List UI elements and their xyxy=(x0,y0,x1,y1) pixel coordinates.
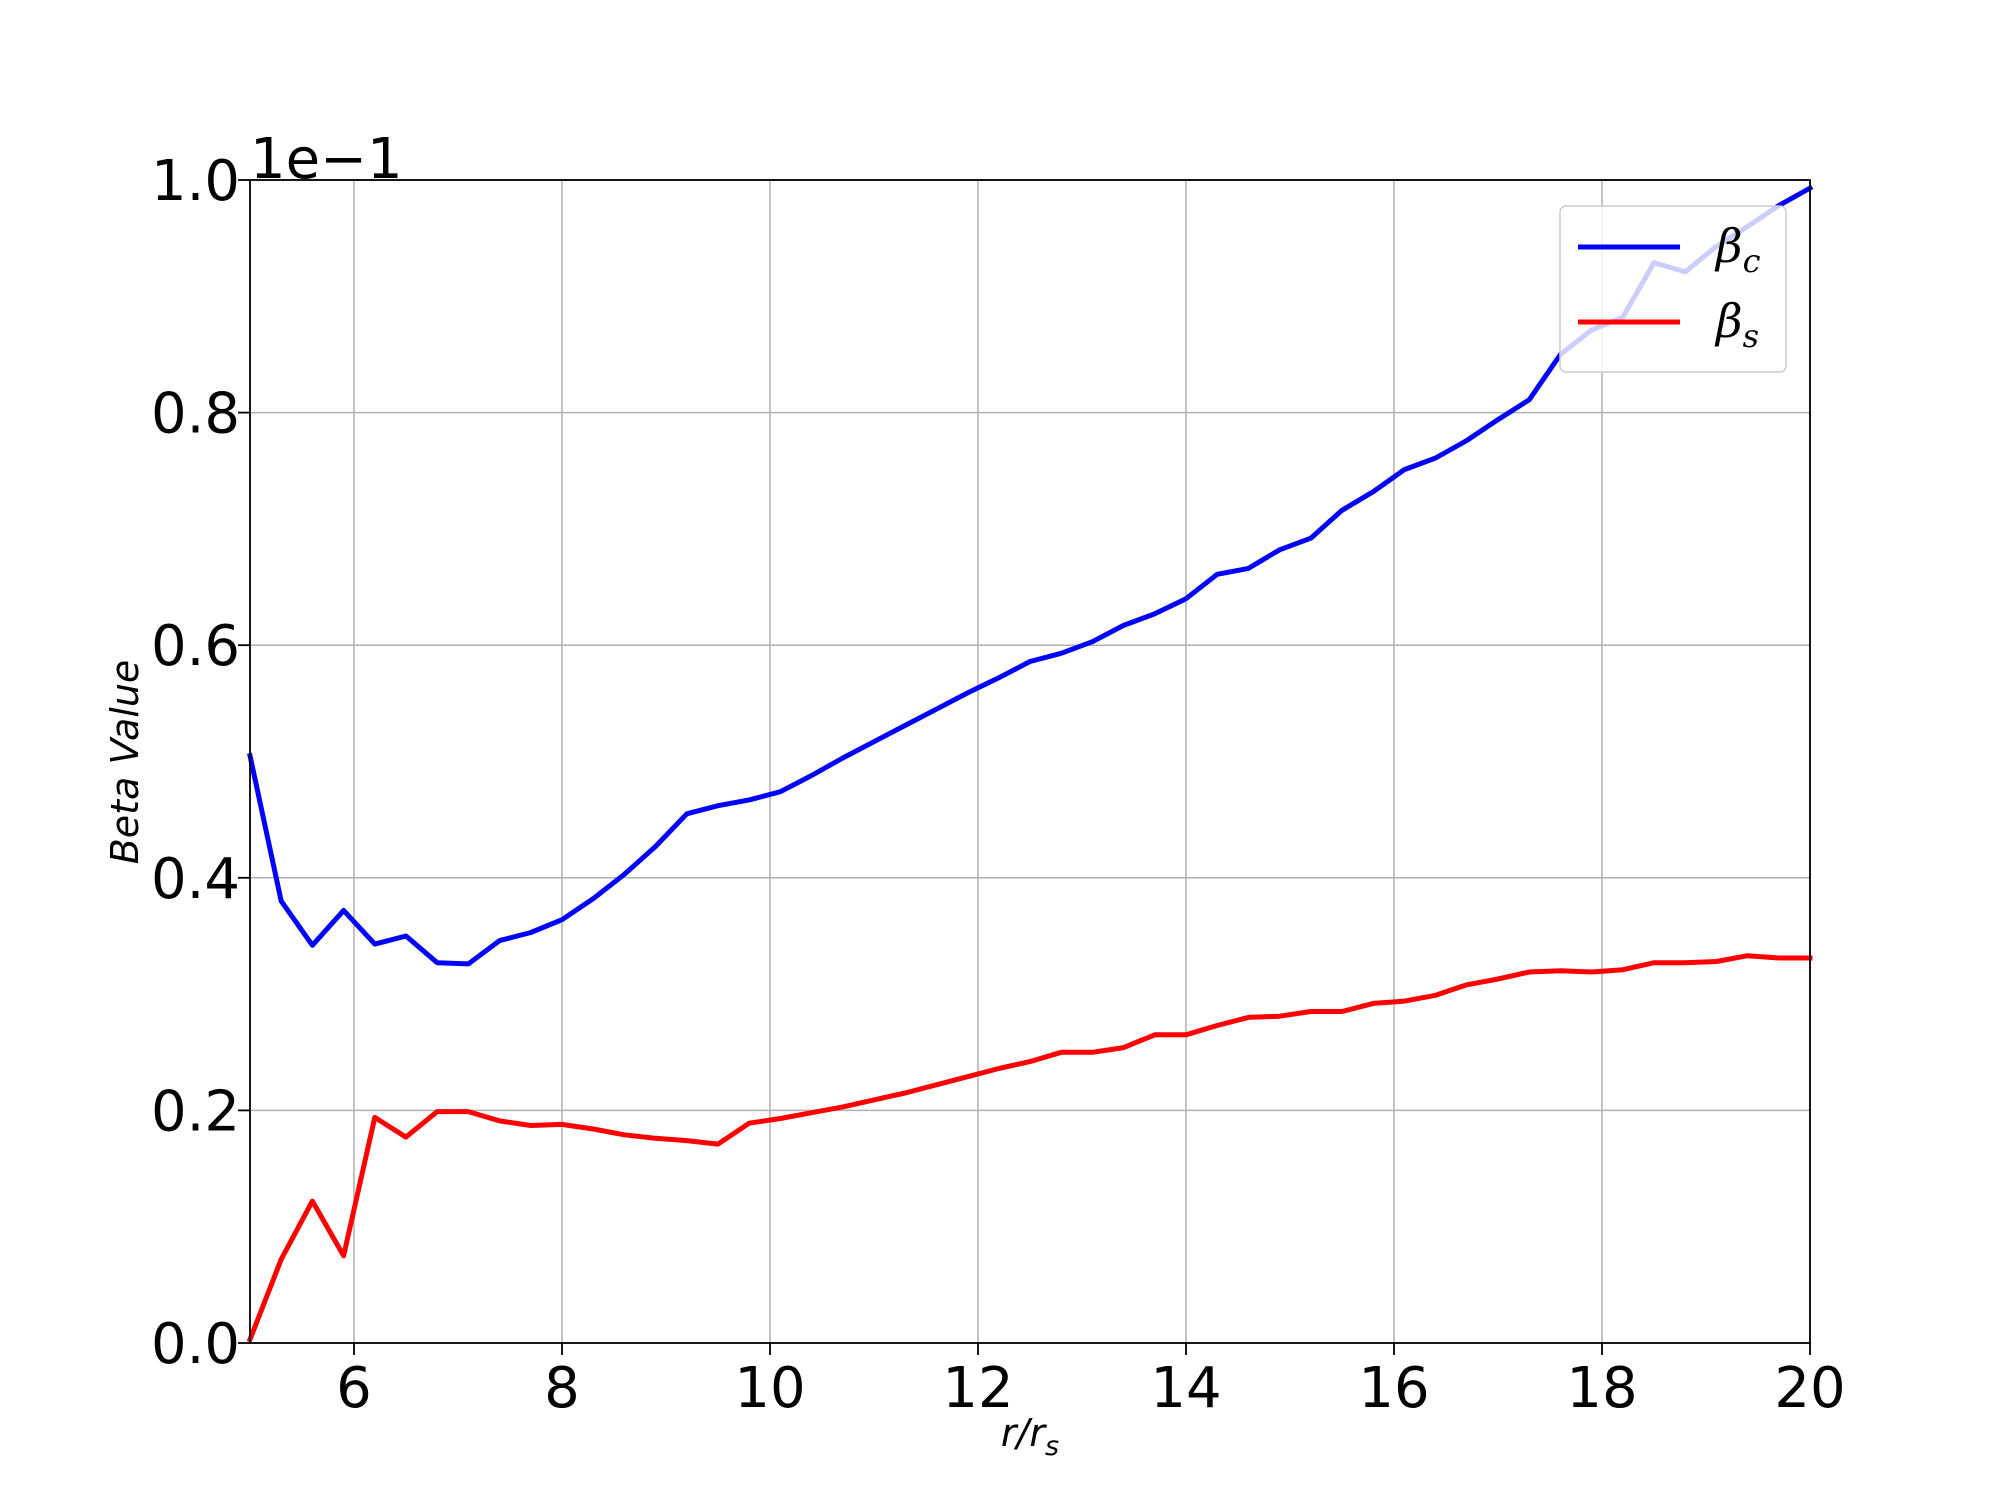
y-tick-label: 0.0 xyxy=(151,1312,240,1377)
y-axis-label: Beta Value xyxy=(103,660,147,865)
x-tick-label: 16 xyxy=(1358,1356,1429,1421)
x-tick-label: 14 xyxy=(1150,1356,1221,1421)
y-tick-label: 0.2 xyxy=(151,1079,240,1144)
x-tick-label: 20 xyxy=(1774,1356,1845,1421)
legend-label-beta-s: βs xyxy=(1714,294,1759,355)
y-tick-label: 0.8 xyxy=(151,382,240,447)
x-tick-label: 12 xyxy=(942,1356,1013,1421)
legend-label-beta-c: βc xyxy=(1714,219,1761,280)
x-axis-label: r/rs xyxy=(1001,1411,1059,1462)
y-tick-label: 0.4 xyxy=(151,847,240,912)
y-offset-text: 1e−1 xyxy=(250,127,403,192)
plot-frame xyxy=(249,179,1811,1344)
y-tick-label: 1.0 xyxy=(151,149,240,214)
x-tick-label: 18 xyxy=(1566,1356,1637,1421)
series-line-beta-s xyxy=(246,953,1813,1343)
x-tick-label: 6 xyxy=(336,1356,372,1421)
y-axis-ticks: 0.0 0.2 0.4 0.6 0.8 1.0 xyxy=(151,149,250,1377)
legend: βc βs xyxy=(1559,205,1787,373)
series-line-beta-c xyxy=(247,184,1814,967)
x-tick-label: 10 xyxy=(734,1356,805,1421)
y-tick-label: 0.6 xyxy=(151,614,240,679)
data-series xyxy=(246,184,1814,1343)
x-axis-ticks: 6 8 10 12 14 16 18 20 xyxy=(336,1343,1846,1421)
x-tick-label: 8 xyxy=(544,1356,580,1421)
